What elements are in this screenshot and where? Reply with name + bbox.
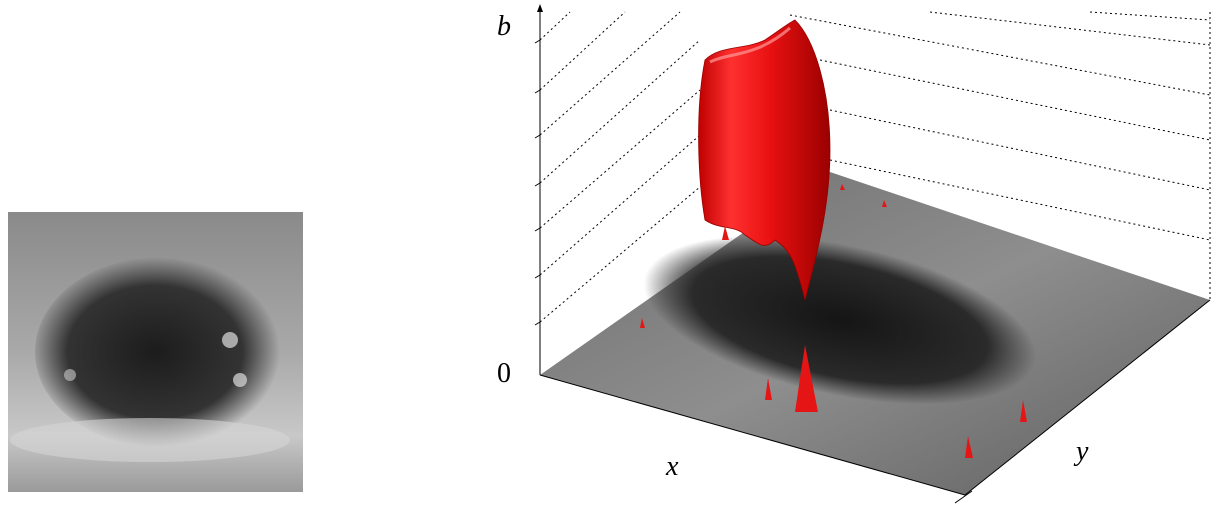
y-axis bbox=[964, 299, 1211, 496]
input-image bbox=[8, 212, 303, 492]
z-axis-label: b bbox=[497, 11, 511, 42]
surface-highlight bbox=[709, 26, 791, 64]
floor-blob bbox=[643, 235, 1037, 405]
z-ticks bbox=[534, 39, 541, 326]
z-origin-label: 0 bbox=[497, 358, 511, 389]
back-grid bbox=[539, 11, 1211, 323]
plot-3d: b 0 x y bbox=[497, 4, 1211, 504]
x-axis-label: x bbox=[665, 451, 679, 482]
axis-corner bbox=[954, 490, 973, 504]
z-axis-arrow bbox=[537, 4, 543, 12]
y-axis-label: y bbox=[1073, 436, 1089, 467]
x-axis bbox=[539, 374, 966, 496]
red-spikes bbox=[640, 184, 1027, 458]
response-surface bbox=[698, 19, 831, 301]
